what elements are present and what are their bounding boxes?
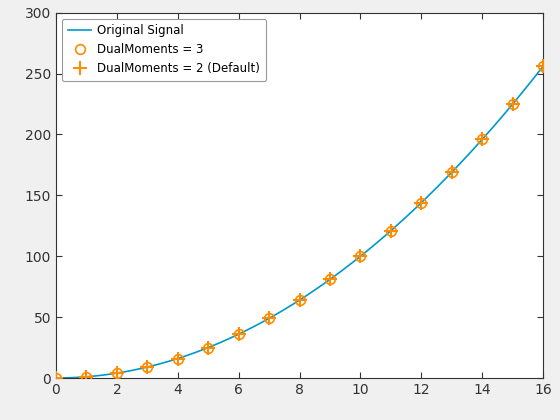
DualMoments = 3 [418, 200, 424, 205]
DualMoments = 3 [53, 375, 59, 381]
Original Signal [540, 64, 547, 69]
DualMoments = 3 [174, 356, 181, 361]
DualMoments = 3 [326, 277, 333, 282]
DualMoments = 3 [235, 332, 242, 337]
DualMoments = 3 [114, 370, 120, 375]
DualMoments = 2 (Default) [418, 200, 424, 205]
DualMoments = 2 (Default) [83, 374, 90, 379]
DualMoments = 3 [266, 316, 273, 321]
Original Signal [250, 325, 256, 330]
DualMoments = 2 (Default) [357, 254, 364, 259]
DualMoments = 3 [296, 297, 303, 302]
DualMoments = 2 (Default) [540, 64, 547, 69]
DualMoments = 3 [540, 64, 547, 69]
DualMoments = 3 [449, 170, 455, 175]
DualMoments = 3 [388, 228, 394, 233]
DualMoments = 3 [357, 254, 364, 259]
Line: DualMoments = 3: DualMoments = 3 [51, 61, 548, 383]
DualMoments = 2 (Default) [388, 228, 394, 233]
DualMoments = 3 [144, 365, 151, 370]
DualMoments = 2 (Default) [296, 297, 303, 302]
DualMoments = 2 (Default) [479, 137, 486, 142]
Legend: Original Signal, DualMoments = 3, DualMoments = 2 (Default): Original Signal, DualMoments = 3, DualMo… [62, 18, 266, 81]
DualMoments = 3 [479, 137, 486, 142]
Original Signal [102, 372, 109, 377]
DualMoments = 2 (Default) [266, 316, 273, 321]
Original Signal [267, 315, 274, 320]
DualMoments = 2 (Default) [53, 375, 59, 381]
DualMoments = 3 [205, 345, 212, 350]
Original Signal [53, 375, 59, 381]
DualMoments = 2 (Default) [174, 356, 181, 361]
Line: DualMoments = 2 (Default): DualMoments = 2 (Default) [49, 59, 550, 385]
DualMoments = 2 (Default) [114, 370, 120, 375]
Original Signal [387, 228, 394, 234]
DualMoments = 3 [83, 374, 90, 379]
DualMoments = 3 [510, 101, 516, 106]
Line: Original Signal: Original Signal [56, 66, 543, 378]
DualMoments = 2 (Default) [205, 345, 212, 350]
DualMoments = 2 (Default) [235, 332, 242, 337]
DualMoments = 2 (Default) [510, 101, 516, 106]
DualMoments = 2 (Default) [144, 365, 151, 370]
Original Signal [432, 186, 439, 191]
Original Signal [441, 177, 448, 182]
DualMoments = 2 (Default) [326, 277, 333, 282]
DualMoments = 2 (Default) [449, 170, 455, 175]
